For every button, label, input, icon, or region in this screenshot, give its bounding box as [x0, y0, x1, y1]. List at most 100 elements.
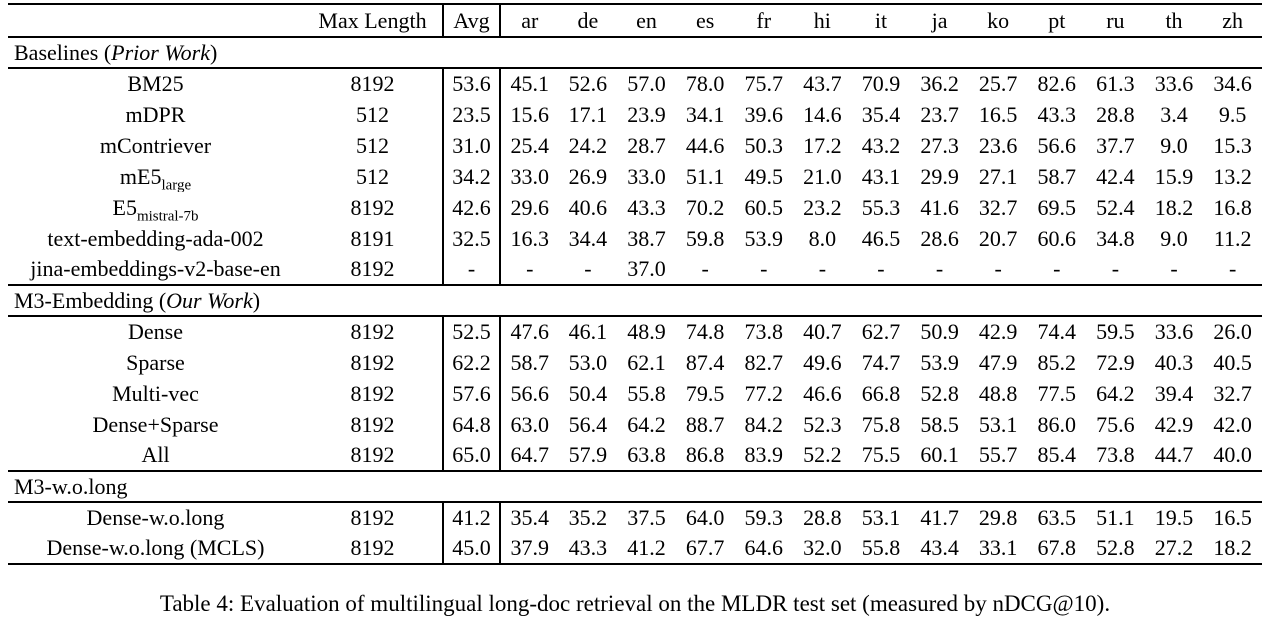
max-length-cell: 512	[356, 132, 389, 158]
value-cell-ja: 28.6	[920, 225, 959, 251]
avg-value-cell: 31.0	[442, 130, 500, 161]
value-cell-es: 79.5	[685, 380, 725, 406]
max-length-cell: 512	[356, 101, 389, 127]
value-cell-en: 38.7	[627, 225, 666, 251]
max-length-cell: 8191	[350, 225, 395, 251]
table-row: mContriever 512 31.0 25.4 24.2 28.7 44.6 50.3 17…	[8, 130, 1262, 161]
value-cell-ja: 36.2	[920, 71, 959, 96]
max-length-cell: 8192	[350, 411, 395, 437]
value-cell-de: 52.6	[568, 71, 608, 96]
value-cell-es: 74.8	[685, 319, 725, 344]
value-cell-pt: -	[1053, 256, 1061, 281]
value-cell-zh: 34.6	[1213, 71, 1252, 96]
value-cell-ja: 41.6	[920, 194, 959, 220]
model-name-cell: mE5large	[119, 163, 192, 192]
value-cell-ar: 37.9	[499, 533, 559, 564]
value-cell-ja: -	[935, 256, 944, 281]
value-cell-pt: 43.3	[1037, 101, 1077, 127]
avg-value-cell: 53.6	[442, 68, 500, 99]
value-cell-ja: 41.7	[920, 505, 959, 530]
max-length-cell: 8192	[350, 380, 395, 406]
value-cell-en: 43.3	[627, 194, 666, 220]
value-cell-pt: 60.6	[1037, 225, 1077, 251]
max-length-cell: 8192	[350, 256, 395, 281]
value-cell-hi: 49.6	[803, 349, 842, 375]
max-length-cell: 8192	[350, 349, 395, 375]
value-cell-ko: -	[994, 256, 1002, 281]
col-header-ar: ar	[499, 4, 559, 37]
value-cell-pt: 67.8	[1037, 535, 1077, 560]
value-cell-ru: 64.2	[1096, 380, 1135, 406]
value-cell-hi: 17.2	[803, 132, 842, 158]
value-cell-en: 28.7	[627, 132, 666, 158]
value-cell-ru: 73.8	[1096, 442, 1135, 467]
value-cell-zh: 16.8	[1213, 194, 1252, 220]
header-row: Max Length Avg ar de en es fr hi it ja ko pt ru th zh	[8, 4, 1262, 37]
value-cell-it: 35.4	[861, 101, 901, 127]
value-cell-th: 18.2	[1154, 194, 1194, 220]
value-cell-th: 33.6	[1154, 319, 1194, 344]
value-cell-ja: 27.3	[920, 132, 959, 158]
section-label-italic: Prior Work	[111, 39, 210, 65]
value-cell-ru: 34.8	[1096, 225, 1135, 251]
value-cell-ru: 75.6	[1096, 411, 1135, 437]
avg-value-cell: 41.2	[442, 502, 500, 533]
value-cell-en: 48.9	[627, 319, 666, 344]
value-cell-hi: 52.3	[803, 411, 842, 437]
avg-value-cell: 62.2	[442, 347, 500, 378]
value-cell-ja: 23.7	[920, 101, 959, 127]
value-cell-de: 56.4	[568, 411, 608, 437]
value-cell-pt: 74.4	[1037, 319, 1077, 344]
section-header-label: M3-w.o.long	[14, 473, 128, 499]
value-cell-ar: 56.6	[499, 378, 559, 409]
model-name-cell: Dense	[128, 319, 183, 344]
section-label-italic: Our Work	[166, 287, 253, 313]
value-cell-pt: 85.4	[1037, 442, 1077, 467]
value-cell-ko: 48.8	[978, 380, 1018, 406]
value-cell-de: 46.1	[568, 319, 608, 344]
model-name-cell: E5mistral-7b	[112, 194, 199, 223]
value-cell-ar: 29.6	[499, 192, 559, 223]
col-header-fr: fr	[756, 7, 772, 33]
value-cell-fr: 39.6	[744, 101, 783, 127]
value-cell-de: 50.4	[568, 380, 608, 406]
value-cell-ar: -	[499, 254, 559, 285]
table-row: Dense 8192 52.5 47.6 46.1 48.9 74.8 73.8 40.7 62.…	[8, 316, 1262, 347]
table-row: BM25 8192 53.6 45.1 52.6 57.0 78.0 75.7 43.7 70.9…	[8, 68, 1262, 99]
value-cell-ja: 60.1	[920, 442, 959, 467]
value-cell-de: -	[584, 256, 592, 281]
max-length-cell: 8192	[350, 442, 395, 467]
model-name-cell: mContriever	[99, 132, 212, 158]
model-name-cell: mDPR	[125, 101, 186, 127]
value-cell-zh: 26.0	[1213, 319, 1252, 344]
value-cell-fr: 59.3	[744, 505, 783, 530]
value-cell-en: 63.8	[627, 442, 666, 467]
col-header-hi: hi	[813, 7, 831, 33]
value-cell-pt: 85.2	[1037, 349, 1077, 375]
col-header-ko: ko	[987, 7, 1010, 33]
value-cell-it: 66.8	[861, 380, 901, 406]
value-cell-hi: 23.2	[803, 194, 842, 220]
avg-value-cell: 64.8	[442, 409, 500, 440]
model-name-cell: text-embedding-ada-002	[47, 225, 264, 251]
col-header-it: it	[874, 7, 888, 33]
value-cell-ru: 51.1	[1096, 505, 1135, 530]
table-row: Multi-vec 8192 57.6 56.6 50.4 55.8 79.5 77.2 46.…	[8, 378, 1262, 409]
value-cell-de: 43.3	[568, 535, 608, 560]
value-cell-es: 87.4	[685, 349, 725, 375]
value-cell-ko: 53.1	[978, 411, 1018, 437]
value-cell-hi: 28.8	[803, 505, 842, 530]
table-row: jina-embeddings-v2-base-en 8192- - -37.0- - -…	[8, 254, 1262, 285]
value-cell-ru: 72.9	[1096, 349, 1135, 375]
value-cell-ru: 52.4	[1096, 194, 1135, 220]
value-cell-th: 9.0	[1160, 132, 1188, 158]
value-cell-en: 64.2	[627, 411, 666, 437]
value-cell-ru: 59.5	[1096, 319, 1135, 344]
value-cell-fr: 75.7	[744, 71, 783, 96]
value-cell-th: 15.9	[1154, 163, 1194, 189]
value-cell-th: 9.0	[1160, 225, 1188, 251]
value-cell-fr: 83.9	[744, 442, 783, 467]
value-cell-ko: 23.6	[978, 132, 1018, 158]
value-cell-ja: 50.9	[920, 319, 959, 344]
value-cell-en: 33.0	[627, 163, 666, 189]
